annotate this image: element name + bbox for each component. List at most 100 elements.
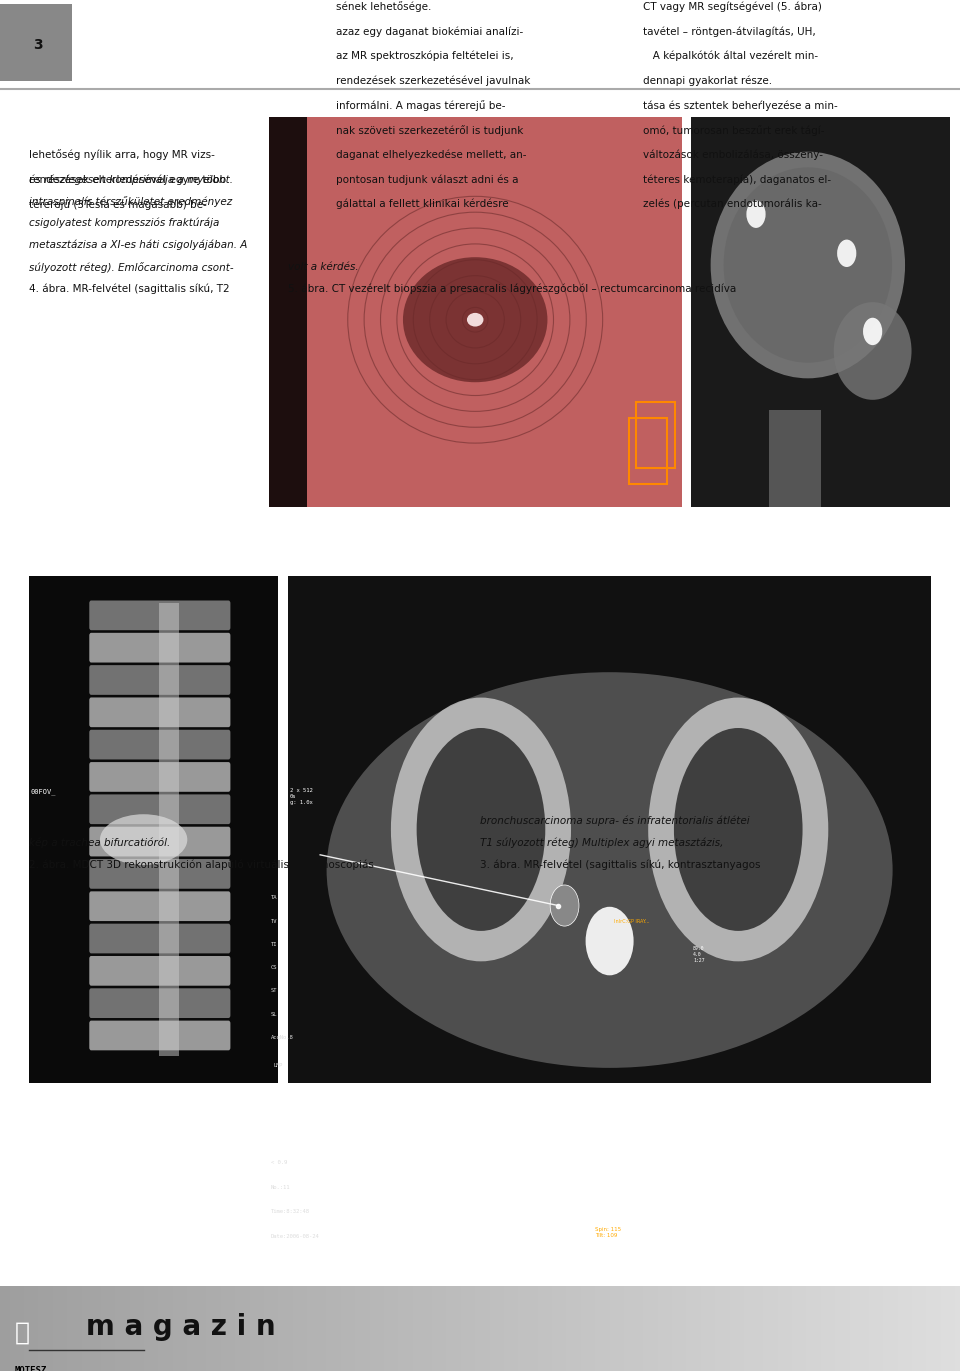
- Text: Time:8:32:48: Time:8:32:48: [271, 1209, 310, 1215]
- Bar: [226, 1286, 230, 1371]
- Bar: [811, 1286, 816, 1371]
- Bar: [821, 1286, 826, 1371]
- Bar: [883, 1286, 888, 1371]
- Bar: [763, 1286, 768, 1371]
- Bar: [34, 1286, 38, 1371]
- Text: kép a trachea bifurcatióról.: kép a trachea bifurcatióról.: [29, 838, 170, 849]
- Bar: [912, 1286, 917, 1371]
- Bar: [744, 1286, 749, 1371]
- Bar: [293, 1286, 298, 1371]
- Ellipse shape: [833, 302, 912, 400]
- Bar: [302, 1286, 307, 1371]
- Text: omó, tumorosan beszűrt erek tágí-: omó, tumorosan beszűrt erek tágí-: [643, 125, 825, 136]
- Text: lehetőség nyílik arra, hogy MR vizs-: lehetőség nyílik arra, hogy MR vizs-: [29, 149, 215, 160]
- Bar: [5, 1286, 10, 1371]
- Bar: [360, 1286, 365, 1371]
- Bar: [240, 1286, 245, 1371]
- FancyBboxPatch shape: [89, 633, 230, 662]
- Bar: [691, 117, 950, 507]
- Bar: [10, 1286, 14, 1371]
- Bar: [826, 1286, 830, 1371]
- Bar: [350, 1286, 355, 1371]
- Bar: [53, 1286, 58, 1371]
- Ellipse shape: [326, 672, 893, 1068]
- Bar: [235, 1286, 240, 1371]
- Bar: [816, 1286, 821, 1371]
- FancyBboxPatch shape: [89, 698, 230, 727]
- FancyBboxPatch shape: [89, 600, 230, 631]
- Bar: [178, 1286, 182, 1371]
- Text: azaz egy daganat biokémiai analízi-: azaz egy daganat biokémiai analízi-: [336, 26, 523, 37]
- Bar: [307, 1286, 312, 1371]
- Bar: [576, 1286, 581, 1371]
- Bar: [298, 1286, 302, 1371]
- Text: pontosan tudjunk választ adni és a: pontosan tudjunk választ adni és a: [336, 174, 518, 185]
- Bar: [629, 418, 667, 484]
- Ellipse shape: [403, 258, 547, 383]
- Bar: [77, 1286, 82, 1371]
- Bar: [456, 1286, 461, 1371]
- Bar: [269, 117, 682, 507]
- Bar: [394, 1286, 398, 1371]
- Bar: [38, 1286, 43, 1371]
- Bar: [706, 1286, 710, 1371]
- Bar: [211, 1286, 216, 1371]
- Bar: [595, 1286, 600, 1371]
- Text: informálni. A magas térerejű be-: informálni. A magas térerejű be-: [336, 100, 506, 111]
- Bar: [662, 1286, 667, 1371]
- Text: metasztázisa a XI-es háti csigolyájában. A: metasztázisa a XI-es háti csigolyájában.…: [29, 240, 247, 251]
- Bar: [451, 1286, 456, 1371]
- Bar: [374, 1286, 379, 1371]
- Bar: [72, 1286, 77, 1371]
- Bar: [216, 1286, 221, 1371]
- Bar: [624, 1286, 629, 1371]
- Text: < 0.9: < 0.9: [271, 1160, 287, 1165]
- Bar: [907, 1286, 912, 1371]
- Bar: [504, 1286, 509, 1371]
- Bar: [173, 1286, 178, 1371]
- Bar: [518, 1286, 523, 1371]
- Bar: [835, 1286, 840, 1371]
- Bar: [158, 603, 179, 1056]
- Bar: [682, 1286, 686, 1371]
- Text: TV: TV: [271, 919, 277, 924]
- Bar: [686, 1286, 691, 1371]
- Text: Ⓜ: Ⓜ: [14, 1320, 30, 1345]
- Bar: [139, 1286, 144, 1371]
- Circle shape: [586, 906, 634, 975]
- Bar: [888, 1286, 893, 1371]
- Bar: [245, 1286, 250, 1371]
- Bar: [466, 1286, 470, 1371]
- Bar: [672, 1286, 677, 1371]
- Bar: [931, 1286, 936, 1371]
- FancyBboxPatch shape: [89, 665, 230, 695]
- Bar: [24, 1286, 29, 1371]
- Bar: [230, 1286, 235, 1371]
- FancyBboxPatch shape: [89, 762, 230, 792]
- Bar: [701, 1286, 706, 1371]
- Bar: [581, 1286, 586, 1371]
- Text: tavétel – röntgen-átvilagítás, UH,: tavétel – röntgen-átvilagítás, UH,: [643, 26, 816, 37]
- Bar: [638, 1286, 643, 1371]
- Text: 2 x 512
0s
g: 1.0x: 2 x 512 0s g: 1.0x: [290, 788, 313, 805]
- Bar: [590, 1286, 595, 1371]
- Bar: [874, 1286, 878, 1371]
- Bar: [422, 1286, 427, 1371]
- Text: A képalkótók által vezérelt min-: A képalkótók által vezérelt min-: [643, 51, 818, 62]
- Ellipse shape: [724, 167, 892, 363]
- Text: súlyozott réteg). Emlőcarcinoma csont-: súlyozott réteg). Emlőcarcinoma csont-: [29, 262, 233, 273]
- Bar: [845, 1286, 850, 1371]
- Bar: [154, 1286, 158, 1371]
- Bar: [658, 1286, 662, 1371]
- Bar: [859, 1286, 864, 1371]
- Bar: [110, 1286, 115, 1371]
- Bar: [269, 1286, 274, 1371]
- Text: rendezések szerkezetésével javulnak: rendezések szerkezetésével javulnak: [336, 75, 530, 86]
- Text: csigolyatest kompressziós fraktúrája: csigolyatest kompressziós fraktúrája: [29, 218, 219, 229]
- Bar: [802, 1286, 806, 1371]
- Text: Date:2006-08-24: Date:2006-08-24: [271, 1234, 320, 1239]
- Text: 5. ábra. CT vezérelt biopszia a presacralis lágyrészgócból – rectumcarcinoma rec: 5. ábra. CT vezérelt biopszia a presacra…: [288, 284, 736, 295]
- Bar: [446, 1286, 451, 1371]
- Bar: [389, 1286, 394, 1371]
- Bar: [936, 1286, 941, 1371]
